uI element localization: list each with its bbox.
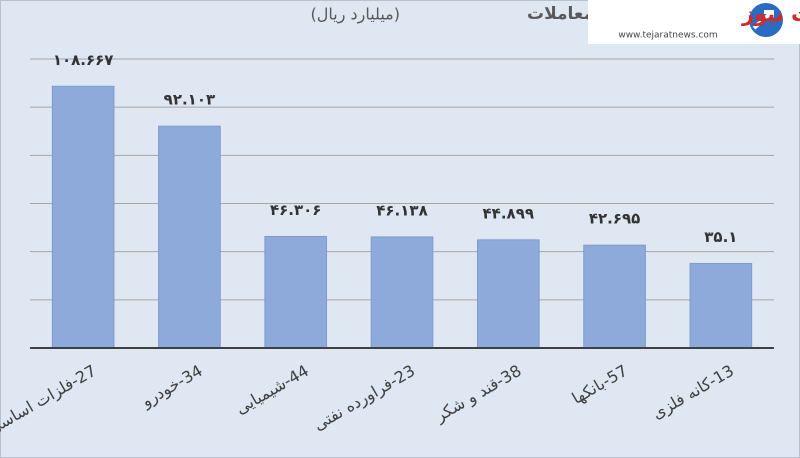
data-label: ۳۵.۱ <box>704 228 737 246</box>
data-label: ۴۶.۳۰۶ <box>270 201 321 219</box>
bar <box>476 239 540 349</box>
bar <box>51 85 115 349</box>
bar <box>689 262 753 349</box>
data-label: ۴۲.۶۹۵ <box>589 210 640 228</box>
logo-name: تجارت نیوز <box>741 2 800 26</box>
bar <box>583 244 646 349</box>
data-label: ۴۴.۸۹۹ <box>483 204 534 222</box>
data-label: ۱۰۸.۶۶۷ <box>53 51 114 69</box>
logo-arrow <box>752 10 774 30</box>
bar <box>158 125 221 349</box>
chart-subtitle: (میلیارد ریال) <box>310 5 400 25</box>
logo-url: www.tejaratnews.com <box>618 31 717 41</box>
bar <box>370 236 434 349</box>
data-label: ۴۶.۱۳۸ <box>376 201 427 219</box>
logo: تجارت نیوز www.tejaratnews.com <box>588 0 800 44</box>
data-label: ۹۲.۱۰۳ <box>164 91 215 109</box>
bar <box>264 235 328 349</box>
